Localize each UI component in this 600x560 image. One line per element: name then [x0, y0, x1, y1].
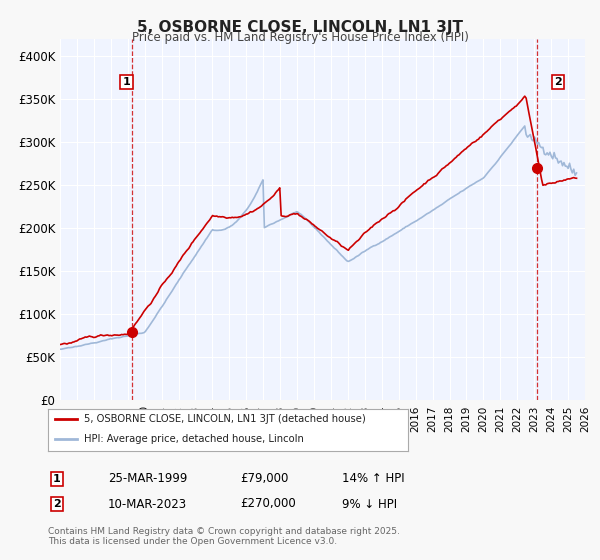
Text: 2: 2: [53, 499, 61, 509]
Text: 25-MAR-1999: 25-MAR-1999: [108, 472, 187, 486]
Text: 14% ↑ HPI: 14% ↑ HPI: [342, 472, 404, 486]
Text: 10-MAR-2023: 10-MAR-2023: [108, 497, 187, 511]
Text: Contains HM Land Registry data © Crown copyright and database right 2025.
This d: Contains HM Land Registry data © Crown c…: [48, 526, 400, 546]
Text: 5, OSBORNE CLOSE, LINCOLN, LN1 3JT: 5, OSBORNE CLOSE, LINCOLN, LN1 3JT: [137, 20, 463, 35]
Text: 5, OSBORNE CLOSE, LINCOLN, LN1 3JT (detached house): 5, OSBORNE CLOSE, LINCOLN, LN1 3JT (deta…: [84, 414, 366, 424]
Text: £79,000: £79,000: [240, 472, 289, 486]
Text: 1: 1: [122, 77, 130, 87]
Text: Price paid vs. HM Land Registry's House Price Index (HPI): Price paid vs. HM Land Registry's House …: [131, 31, 469, 44]
Text: £270,000: £270,000: [240, 497, 296, 511]
Text: 2: 2: [554, 77, 562, 87]
Text: HPI: Average price, detached house, Lincoln: HPI: Average price, detached house, Linc…: [84, 434, 304, 444]
Text: 9% ↓ HPI: 9% ↓ HPI: [342, 497, 397, 511]
Text: 1: 1: [53, 474, 61, 484]
